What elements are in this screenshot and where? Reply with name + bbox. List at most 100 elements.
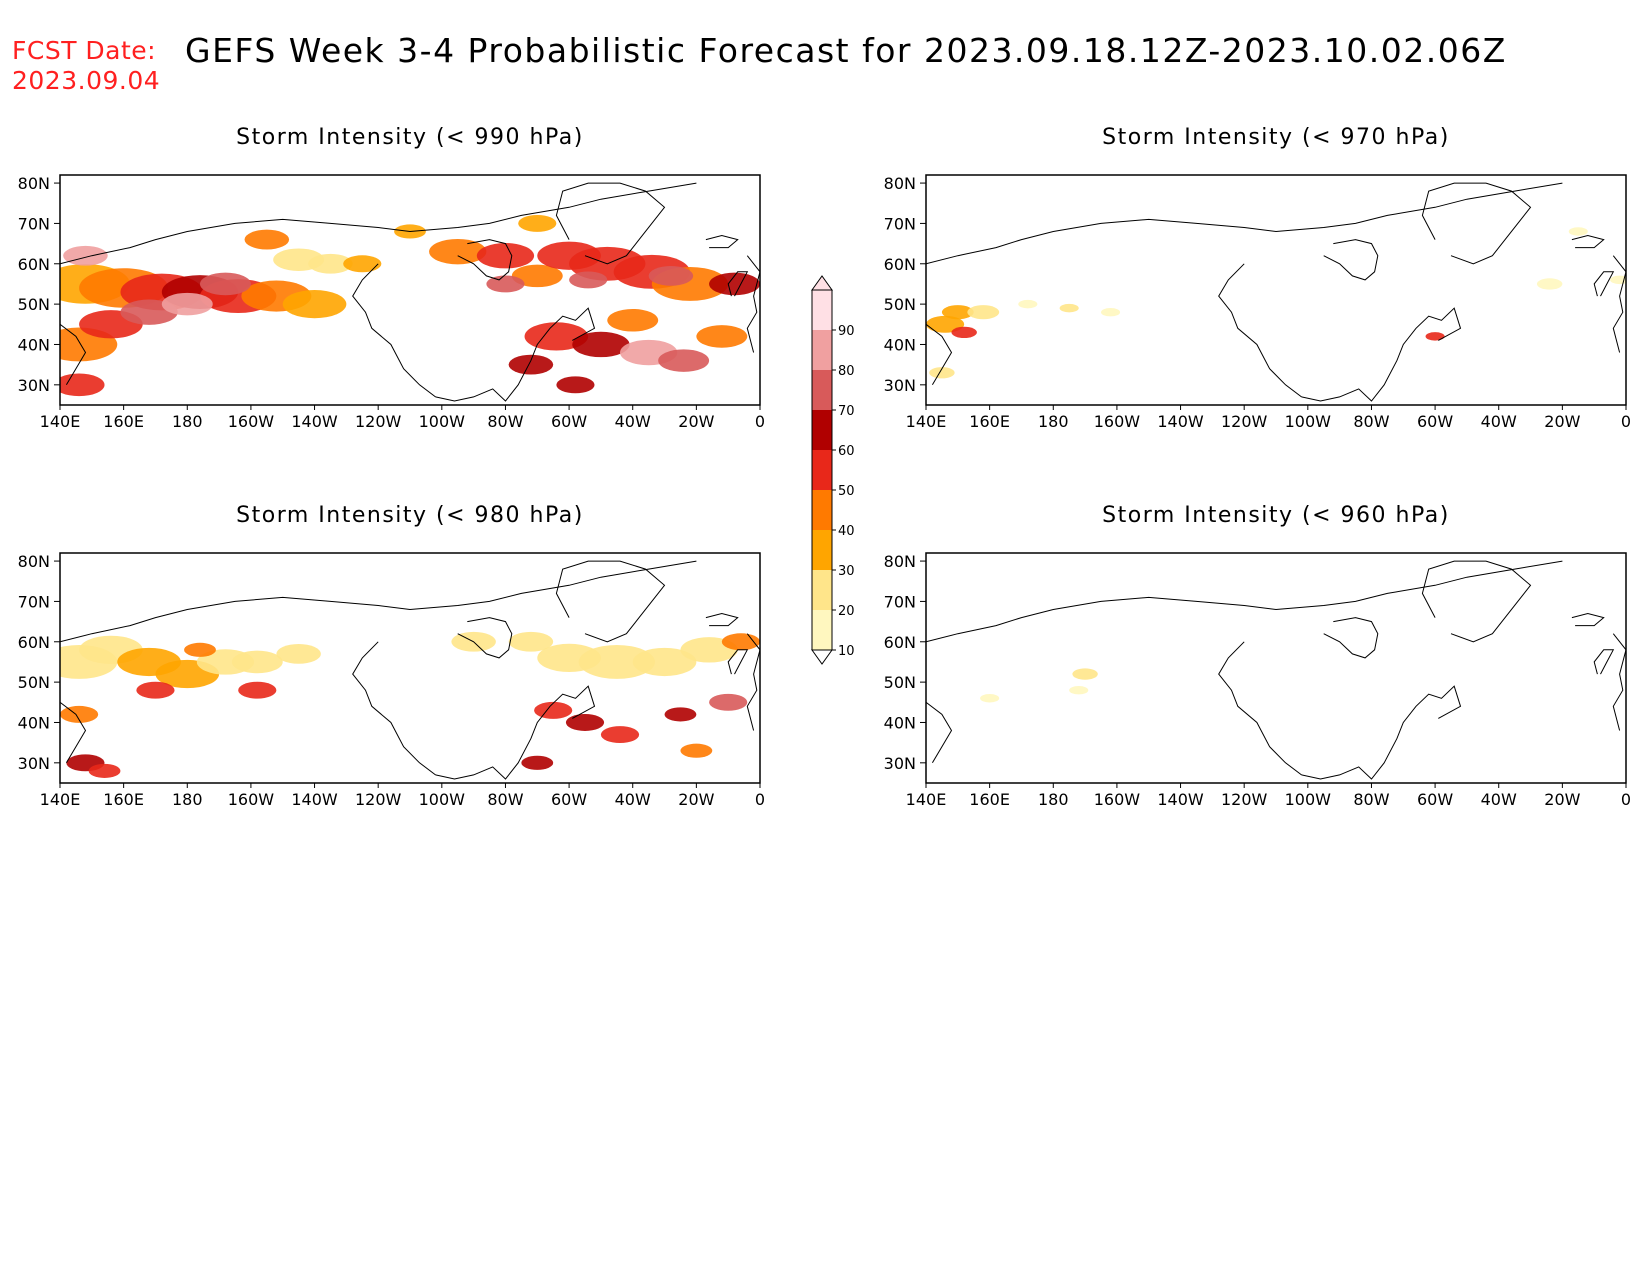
map-panel-990: Storm Intensity (< 990 hPa) 80N 70N 60N 50N… (0, 125, 765, 485)
coastline (1571, 234, 1605, 249)
lat-tick-label: 70N (18, 592, 50, 611)
lat-tick-label: 60N (18, 255, 50, 274)
colorbar-swatch (812, 370, 832, 410)
probability-cell (244, 229, 290, 250)
probability-cell (476, 242, 535, 269)
lat-tick-label: 40N (884, 713, 916, 732)
probability-cell (63, 245, 108, 266)
lon-tick-label: 120W (1221, 412, 1268, 431)
probability-cell (282, 290, 347, 319)
probability-cell (184, 642, 216, 657)
colorbar-level-label: 20 (838, 604, 855, 619)
coastline (555, 560, 666, 643)
panel-title-960: Storm Intensity (< 960 hPa) (1102, 503, 1450, 528)
probability-cell (508, 631, 554, 652)
probability-field (926, 227, 1626, 379)
coastline (1218, 641, 1302, 776)
probability-cell (1059, 303, 1079, 313)
lon-tick-label: 80W (487, 790, 523, 809)
probability-cell (569, 271, 608, 289)
probability-field (60, 631, 760, 778)
coastline (727, 649, 749, 675)
probability-cell (951, 326, 977, 339)
probability-cell (565, 714, 605, 731)
map-panel-980: Storm Intensity (< 980 hPa) 80N 70N 60N 50N… (0, 503, 765, 863)
lon-tick-label: 60W (551, 412, 587, 431)
lat-tick-label: 40N (18, 335, 50, 354)
lat-tick-label: 60N (884, 255, 916, 274)
lon-tick-label: 180 (172, 790, 203, 809)
panel-title-980: Storm Intensity (< 980 hPa) (236, 503, 584, 528)
lat-tick-label: 50N (18, 295, 50, 314)
coastline (60, 560, 697, 643)
colorbar-swatch (812, 450, 832, 490)
lon-tick-label: 80W (1353, 412, 1389, 431)
colorbar-level-label: 50 (838, 484, 855, 499)
colorbar-level-label: 60 (838, 444, 855, 459)
lon-tick-label: 160W (1094, 412, 1141, 431)
probability-cell (556, 376, 595, 394)
lon-tick-label: 160E (103, 790, 144, 809)
colorbar-level-label: 30 (838, 564, 855, 579)
lon-tick-label: 0 (1621, 790, 1631, 809)
lat-tick-label: 80N (18, 174, 50, 193)
panel-title-990: Storm Intensity (< 990 hPa) (236, 125, 584, 150)
map-plot-980: 80N 70N 60N 50N 40N 30N 140E 160E 180 160W 140W 120… (18, 552, 765, 809)
lon-tick-label: 140W (1157, 412, 1204, 431)
coastline (746, 633, 760, 731)
coastline (60, 323, 87, 386)
probability-cell (709, 272, 760, 296)
probability-cell (508, 354, 554, 375)
map-panel-970: Storm Intensity (< 970 hPa) 80N 70N 60N 50N… (866, 125, 1631, 485)
colorbar-max-arrow (811, 275, 833, 291)
probability-cell (1425, 332, 1445, 341)
probability-cell (200, 272, 251, 296)
lon-tick-label: 180 (172, 412, 203, 431)
probability-cell (276, 643, 321, 664)
lon-tick-label: 140W (1157, 790, 1204, 809)
lon-tick-label: 60W (1417, 412, 1453, 431)
lat-tick-label: 60N (884, 633, 916, 652)
lon-tick-label: 0 (755, 412, 765, 431)
lat-tick-label: 50N (884, 673, 916, 692)
colorbar-min-arrow (811, 649, 833, 665)
lon-tick-label: 20W (678, 412, 714, 431)
lat-tick-label: 30N (18, 376, 50, 395)
lat-tick-label: 40N (18, 713, 50, 732)
probability-cell (1018, 299, 1038, 309)
lon-tick-label: 60W (1417, 790, 1453, 809)
colorbar-swatches: 10 20 30 40 50 60 70 80 90 (811, 275, 855, 665)
lon-tick-label: 40W (615, 790, 651, 809)
lon-tick-label: 0 (1621, 412, 1631, 431)
colorbar: 10 20 30 40 50 60 70 80 90 (802, 270, 862, 690)
coastline (60, 701, 87, 764)
probability-cell (578, 645, 655, 679)
coastline (705, 612, 739, 627)
map-frame (59, 552, 761, 784)
coastline (352, 641, 436, 776)
probability-cell (709, 693, 748, 711)
map-panel-960: Storm Intensity (< 960 hPa) 80N 70N 60N 50N… (866, 503, 1631, 863)
coastlines (926, 560, 1626, 780)
lon-tick-label: 40W (1481, 412, 1517, 431)
lon-tick-label: 140W (291, 790, 338, 809)
lon-tick-label: 60W (551, 790, 587, 809)
colorbar-swatch (812, 530, 832, 570)
lat-tick-label: 30N (884, 376, 916, 395)
probability-cell (308, 253, 353, 274)
probability-cell (343, 255, 382, 273)
coastline (727, 271, 749, 297)
colorbar-level-label: 10 (838, 644, 855, 659)
lon-tick-label: 180 (1038, 790, 1069, 809)
probability-cell (231, 650, 283, 674)
coastline (60, 182, 697, 265)
probability-cell (534, 701, 573, 719)
coastline (457, 239, 513, 281)
coastline (926, 701, 953, 764)
probability-cell (680, 743, 713, 758)
lon-tick-label: 140W (291, 412, 338, 431)
probability-cell (1536, 278, 1563, 290)
probability-field (60, 214, 760, 397)
lon-tick-label: 140E (906, 412, 947, 431)
coastline (746, 255, 760, 353)
